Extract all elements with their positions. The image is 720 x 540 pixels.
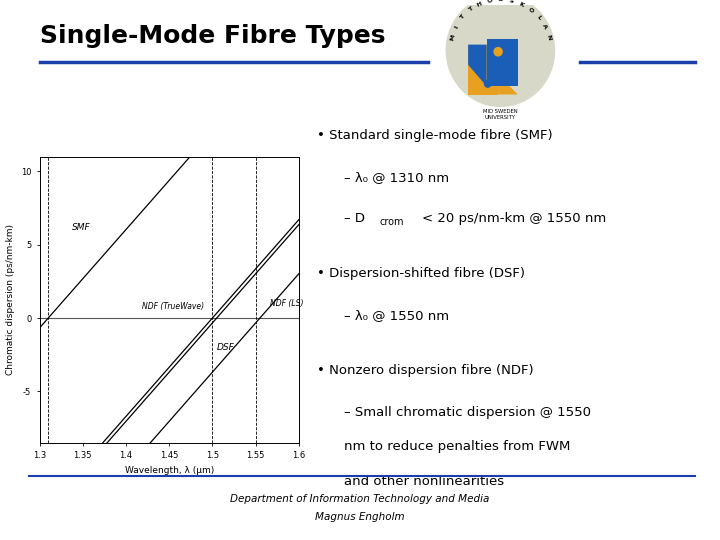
Text: Single-Mode Fibre Types: Single-Mode Fibre Types <box>40 24 385 48</box>
Text: – Small chromatic dispersion @ 1550: – Small chromatic dispersion @ 1550 <box>344 406 591 419</box>
Circle shape <box>494 48 502 56</box>
Text: – D: – D <box>344 212 365 225</box>
Text: MID SWEDEN
UNIVERSITY: MID SWEDEN UNIVERSITY <box>483 109 518 120</box>
Polygon shape <box>468 45 487 86</box>
Text: DSF: DSF <box>217 343 235 352</box>
Text: • Standard single-mode fibre (SMF): • Standard single-mode fibre (SMF) <box>317 129 552 142</box>
Text: Department of Information Technology and Media: Department of Information Technology and… <box>230 494 490 504</box>
Text: N: N <box>545 34 552 40</box>
Text: – λ₀ @ 1550 nm: – λ₀ @ 1550 nm <box>344 309 449 322</box>
Text: – λ₀ @ 1310 nm: – λ₀ @ 1310 nm <box>344 171 449 184</box>
Text: • Dispersion-shifted fibre (DSF): • Dispersion-shifted fibre (DSF) <box>317 267 525 280</box>
Text: L: L <box>535 15 541 21</box>
Text: I: I <box>454 25 459 29</box>
Text: < 20 ps/nm-km @ 1550 nm: < 20 ps/nm-km @ 1550 nm <box>422 212 606 225</box>
Bar <box>487 39 518 86</box>
Polygon shape <box>498 75 518 94</box>
Text: H: H <box>476 1 483 8</box>
Text: A: A <box>541 24 548 30</box>
Text: M: M <box>449 33 456 41</box>
Text: nm to reduce penalties from FWM: nm to reduce penalties from FWM <box>344 440 570 453</box>
Circle shape <box>446 0 554 106</box>
Bar <box>468 45 498 94</box>
Text: G: G <box>498 0 503 2</box>
X-axis label: Wavelength, λ (μm): Wavelength, λ (μm) <box>125 465 214 475</box>
Text: Magnus Engholm: Magnus Engholm <box>315 512 405 522</box>
Text: T: T <box>459 15 466 21</box>
Text: crom: crom <box>379 217 403 227</box>
Text: Ö: Ö <box>487 0 492 4</box>
Text: SMF: SMF <box>73 223 91 232</box>
Circle shape <box>485 80 491 87</box>
Text: O: O <box>527 6 534 14</box>
Text: NDF (TrueWave): NDF (TrueWave) <box>142 302 204 311</box>
Text: S: S <box>508 0 514 4</box>
Text: T: T <box>467 7 474 14</box>
Y-axis label: Chromatic dispersion (ps/nm-km): Chromatic dispersion (ps/nm-km) <box>6 224 15 375</box>
Text: K: K <box>518 1 525 8</box>
Text: NDF (LS): NDF (LS) <box>270 299 304 308</box>
Text: and other nonlinearities: and other nonlinearities <box>344 475 504 488</box>
Text: • Nonzero dispersion fibre (NDF): • Nonzero dispersion fibre (NDF) <box>317 364 534 377</box>
